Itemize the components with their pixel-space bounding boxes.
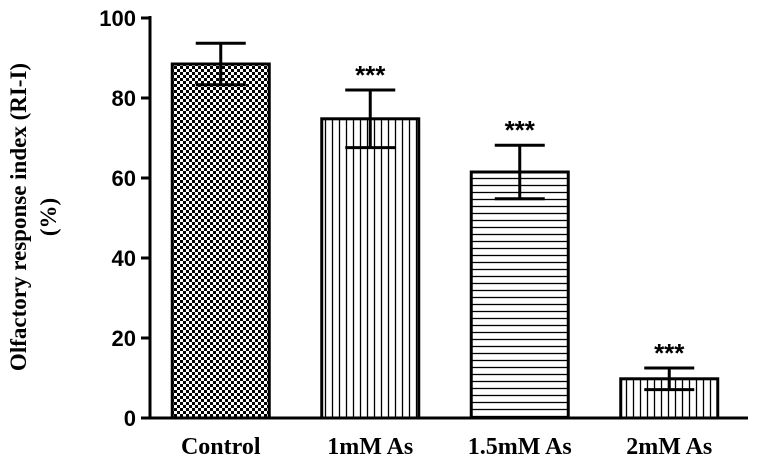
y-axis-title-line2: (%) — [36, 198, 61, 236]
y-tick-label: 20 — [112, 326, 136, 351]
y-axis-title: Olfactory response index (RI-I) (%) — [6, 63, 61, 371]
x-category-label: Control — [181, 434, 261, 460]
significance-label: *** — [654, 338, 685, 368]
error-bars — [195, 41, 695, 392]
y-tick-label: 80 — [112, 86, 136, 111]
y-tick-label: 0 — [124, 406, 136, 431]
x-category-label: 1.5mM As — [468, 434, 572, 460]
x-category-label: 2mM As — [626, 434, 712, 460]
bar — [320, 117, 421, 420]
bar — [469, 170, 570, 420]
significance-label: *** — [355, 60, 386, 90]
y-tick-label: 40 — [112, 246, 136, 271]
y-tick-label: 100 — [99, 6, 136, 31]
y-axis-ticks: 0 20 40 60 80 100 — [99, 6, 150, 431]
significance-label: *** — [505, 115, 536, 145]
significance-labels: *** *** *** — [355, 60, 685, 368]
x-category-label: 1mM As — [327, 434, 413, 460]
y-axis-title-line1: Olfactory response index (RI-I) — [6, 63, 31, 371]
bars — [170, 62, 720, 420]
category-labels: Control 1mM As 1.5mM As 2mM As — [181, 434, 712, 460]
y-tick-label: 60 — [112, 166, 136, 191]
bar — [170, 62, 271, 420]
